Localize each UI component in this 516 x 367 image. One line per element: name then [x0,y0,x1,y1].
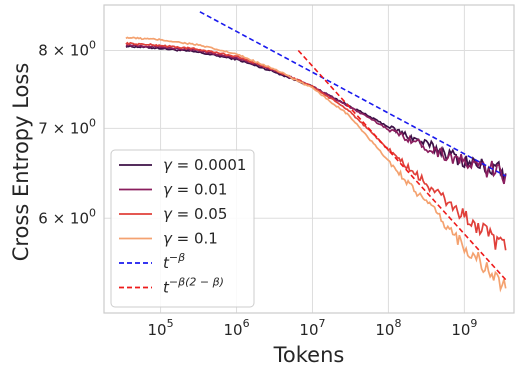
legend-entry: t−β(2 − β) [163,276,224,297]
y-tick-label: 6 × 100 [38,206,96,227]
legend-entry: γ = 0.1 [163,230,218,248]
x-tick-label: 108 [375,317,401,339]
series-line-3 [125,36,507,293]
legend-entry: t−β [163,251,185,272]
y-tick-label: 7 × 100 [38,116,96,137]
x-tick-label: 105 [148,317,174,339]
y-axis-label: Cross Entropy Loss [9,63,33,262]
x-tick-label: 109 [451,317,477,339]
y-tick-label: 8 × 100 [38,39,96,60]
legend: γ = 0.0001 γ = 0.01 γ = 0.05 γ = 0.1 t−β t−β(… [110,149,255,308]
x-tick-label: 106 [223,317,249,339]
x-tick-label: 107 [299,317,325,339]
plot-area [125,11,507,293]
y-axis-ticks: 6 × 100 7 × 100 8 × 100 [38,39,96,228]
legend-entry: γ = 0.0001 [163,156,246,174]
series-line-2 [125,41,507,251]
legend-entry: γ = 0.01 [163,181,227,199]
x-axis-label: Tokens [273,343,345,367]
legend-entry: γ = 0.05 [163,205,227,223]
series-line-4 [199,11,507,177]
plot-frame [103,4,515,314]
x-axis-ticks: 105 106 107 108 109 [148,317,478,339]
series-line-5 [297,49,507,281]
